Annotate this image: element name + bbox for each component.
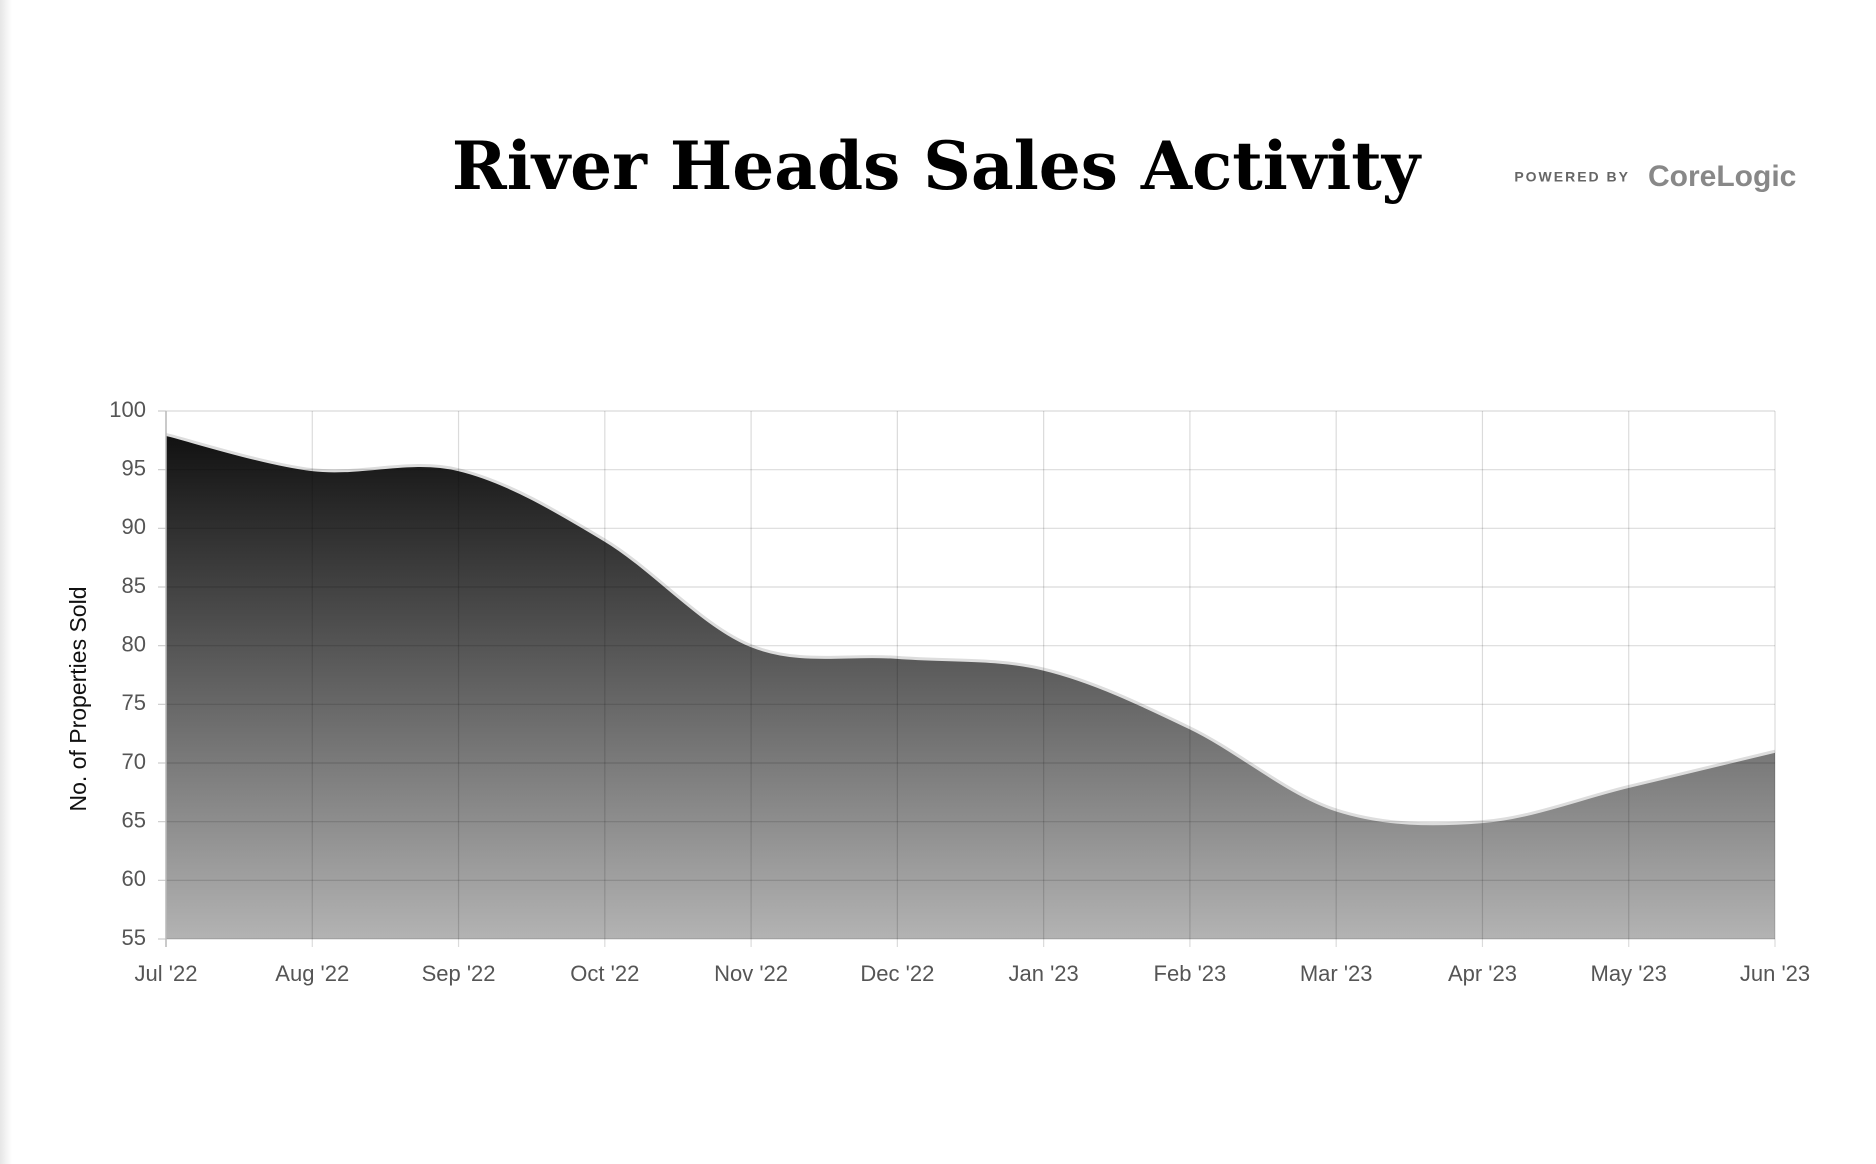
- x-tick-label: Oct '22: [570, 961, 639, 986]
- x-tick-label: Nov '22: [714, 961, 788, 986]
- area: [166, 434, 1775, 939]
- powered-by: POWERED BY: [1514, 169, 1630, 185]
- x-tick-label: Apr '23: [1448, 961, 1517, 986]
- x-tick-label: Jul '22: [135, 961, 198, 986]
- brand-logo: CoreLogic: [1648, 160, 1796, 193]
- y-tick-label: 95: [122, 455, 146, 480]
- line: [165, 433, 1776, 826]
- y-tick-label: 60: [122, 866, 146, 891]
- y-tick-label: 70: [122, 749, 146, 774]
- y-tick-label: 85: [122, 573, 146, 598]
- x-tick-label: Mar '23: [1300, 961, 1373, 986]
- x-tick-label: Jun '23: [1740, 961, 1810, 986]
- y-tick-label: 75: [122, 690, 146, 715]
- y-tick-label: 80: [122, 631, 146, 656]
- x-tick-label: Sep '22: [422, 961, 496, 986]
- y-tick-label: 100: [109, 397, 146, 422]
- y-tick-label: 65: [122, 807, 146, 832]
- y-tick-label: 55: [122, 925, 146, 950]
- y-tick-label: 90: [122, 514, 146, 539]
- x-tick-label: Dec '22: [860, 961, 934, 986]
- x-tick-label: Jan '23: [1009, 961, 1079, 986]
- x-tick-label: May '23: [1591, 961, 1667, 986]
- x-tick-label: Aug '22: [275, 961, 349, 986]
- y-axis-label: No. of Properties Sold: [65, 586, 91, 811]
- page-edge: [0, 0, 12, 1164]
- x-tick-label: Feb '23: [1154, 961, 1227, 986]
- chart-title: River Heads Sales Activity: [452, 127, 1422, 205]
